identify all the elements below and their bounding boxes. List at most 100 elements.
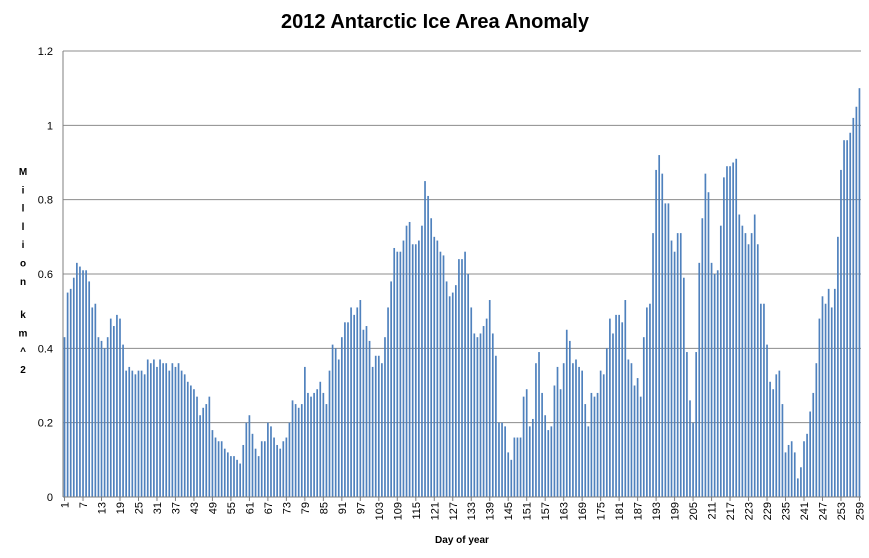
bar [624,300,627,497]
x-tick-label: 121 [429,502,441,520]
bar [525,389,528,497]
bar [485,318,488,497]
bar [467,274,469,497]
bar [149,363,152,497]
bar [282,441,285,497]
bars [63,88,861,498]
x-tick-label: 145 [503,502,515,520]
bar [263,441,266,497]
x-tick-labels: 1 7 13 19 25 31 37 43 49 55 61 67 73 79 85 91 97 103 109 11… [60,497,866,520]
bar [384,337,386,497]
bar [655,169,657,497]
bar [846,140,848,497]
bar [140,370,143,497]
x-tick-label: 223 [744,502,756,520]
x-tick-label: 43 [189,502,201,514]
x-tick-label: 133 [466,502,478,520]
bar [686,352,688,497]
bar [584,404,587,497]
bar [103,348,106,497]
bar [267,422,269,497]
bar [790,441,793,497]
bar [821,296,824,497]
bar [131,370,134,497]
bar [636,378,639,497]
x-tick-label: 73 [281,502,293,514]
bar [325,404,328,497]
bar [824,303,827,497]
bar [427,195,429,497]
bar [464,251,466,497]
x-tick-label: 181 [614,502,626,520]
bar [439,251,442,497]
bar [769,381,771,497]
bar [590,392,593,497]
bar [575,359,577,497]
bar [297,407,300,497]
bar [837,236,839,497]
bar [396,251,399,497]
bar [193,389,195,497]
bar [230,456,232,497]
bar [461,259,463,497]
bar [630,363,633,497]
bar [270,426,272,497]
bar [288,422,291,497]
bar [242,444,245,497]
bar [519,437,522,497]
bar [362,329,365,497]
bar [245,422,248,497]
bar [741,225,744,497]
bar [106,337,109,497]
bar [208,396,211,497]
bar [535,363,537,497]
x-tick-label: 211 [707,502,719,520]
bar [778,370,781,497]
bar [787,444,790,497]
bar [76,262,78,497]
y-tick-label: 0 [47,492,53,504]
bar [159,359,161,497]
bar [442,255,445,497]
bar [344,322,346,497]
bar [756,244,759,497]
bar [356,307,359,497]
bar [205,404,208,497]
bar [809,411,811,497]
bar [479,333,482,497]
bar [843,140,845,497]
bar [112,326,115,497]
bar [510,459,513,497]
bar [322,392,325,497]
bar [491,333,494,497]
bar [183,374,186,497]
bar [165,363,168,497]
bar [738,214,741,497]
bar [627,359,630,497]
bar [328,370,331,497]
bar [350,307,352,497]
bar [676,233,679,497]
bar [387,307,389,497]
x-tick-label: 229 [762,502,774,520]
bar [673,251,676,497]
bar [642,337,645,497]
bar [217,441,220,497]
bar [202,407,205,497]
x-tick-label: 241 [799,502,811,520]
bar [753,214,756,497]
bar [849,132,852,497]
bar [331,344,334,497]
bar [128,366,131,497]
bar [679,233,682,497]
bar [701,218,704,497]
y-tick-label: 1.2 [38,46,53,58]
bar [726,166,728,497]
bar [698,262,701,497]
bar [639,396,642,497]
bar [97,337,100,497]
bar [451,292,454,497]
bar [744,233,747,497]
